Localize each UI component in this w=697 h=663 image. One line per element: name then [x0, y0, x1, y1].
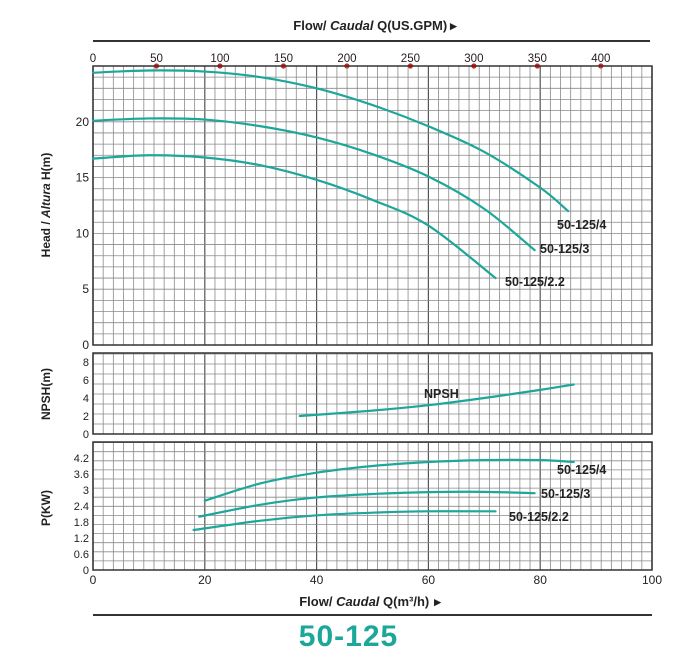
bottom-axis-title: Flow/ Caudal Q(m³/h) ▸	[299, 594, 442, 609]
head-grid	[92, 65, 653, 346]
top-tick-label: 200	[337, 53, 356, 65]
bottom-tick-label: 100	[642, 573, 662, 587]
y-tick-label: 2	[83, 411, 89, 423]
y-tick-label: 3	[83, 485, 89, 497]
head-y-axis-label: Head / Altura H(m)	[39, 153, 53, 258]
y-tick-label: 15	[76, 171, 90, 185]
top-tick-label: 400	[591, 53, 610, 65]
top-axis-arrow: ▸	[449, 18, 458, 33]
y-tick-label: 0.6	[74, 549, 89, 561]
series-line-50-125/3	[91, 117, 536, 252]
bottom-tick-label: 60	[422, 573, 436, 587]
y-tick-label: 2.4	[74, 501, 89, 513]
y-tick-label: 0	[83, 565, 89, 577]
y-tick-label: 0	[82, 338, 89, 352]
series-label-50-125/4: 50-125/4	[557, 218, 606, 232]
npsh-panel: 0 2 4 6 8 NPSH(m) NPSH	[39, 352, 653, 441]
y-tick-label: 5	[82, 282, 89, 296]
top-axis-label-italic: Caudal	[330, 18, 374, 33]
bottom-tick-label: 40	[310, 573, 324, 587]
top-axis-title: Flow/ Caudal Q(US.GPM) ▸	[293, 18, 458, 33]
series-line-NPSH	[298, 383, 575, 418]
y-tick-label: 1.8	[74, 517, 89, 529]
power-panel: 0 0.6 1.2 1.8 2.4 3 3.6 4.2 P(KW) 50-125/4 50-125/…	[39, 441, 653, 577]
npsh-frame	[92, 352, 653, 435]
bottom-tick-label: 20	[198, 573, 212, 587]
bottom-axis-label-suffix: Q(m³/h)	[379, 594, 429, 609]
top-axis-label-suffix: Q(US.GPM)	[373, 18, 447, 33]
top-axis-label-prefix: Flow/	[293, 18, 330, 33]
top-tick-label: 50	[150, 53, 163, 65]
series-label-50-125/3: 50-125/3	[540, 242, 589, 256]
y-tick-label: 3.6	[74, 469, 89, 481]
bottom-axis-label-italic: Caudal	[336, 594, 380, 609]
series-label-NPSH: NPSH	[424, 387, 459, 401]
series-label-50-125/3: 50-125/3	[541, 487, 590, 501]
series-label-50-125/4: 50-125/4	[557, 463, 606, 477]
top-tick-label: 250	[401, 53, 420, 65]
y-tick-label: 6	[83, 375, 89, 387]
y-tick-label: 4	[83, 393, 89, 405]
head-panel: 0 5 10 15 20 Head / Altura H(m) 50-125/4 50-125…	[39, 65, 653, 352]
series-label-50-125/2.2: 50-125/2.2	[505, 275, 565, 289]
y-tick-label: 10	[76, 226, 90, 240]
bottom-tick-label: 80	[534, 573, 548, 587]
power-frame	[92, 441, 653, 571]
y-tick-label: 0	[83, 429, 89, 441]
npsh-grid	[92, 353, 653, 435]
model-title: 50-125	[298, 620, 399, 653]
top-tick-label: 0	[90, 53, 96, 65]
y-tick-label: 4.2	[74, 453, 89, 465]
series-line-50-125/4	[203, 458, 575, 502]
series-line-50-125/4	[91, 69, 570, 213]
series-label-50-125/2.2: 50-125/2.2	[509, 510, 569, 524]
series-line-50-125/3	[198, 490, 536, 518]
y-tick-label: 8	[83, 357, 89, 369]
bottom-axis-ticks: 0 20 40 60 80 100	[90, 573, 663, 587]
bottom-axis-arrow: ▸	[433, 594, 442, 609]
npsh-y-axis-label: NPSH(m)	[39, 368, 53, 420]
top-tick-label: 300	[464, 53, 483, 65]
top-tick-label: 150	[274, 53, 293, 65]
y-tick-label: 20	[76, 115, 90, 129]
bottom-axis-label-prefix: Flow/	[299, 594, 336, 609]
top-tick-label: 100	[210, 53, 229, 65]
series-line-50-125/2.2	[192, 510, 497, 532]
head-frame	[92, 65, 653, 346]
series-line-50-125/2.2	[91, 154, 497, 280]
bottom-tick-label: 0	[90, 573, 97, 587]
top-tick-label: 350	[528, 53, 547, 65]
top-axis-ticks: 0 50 100 150 200 250 300 350 400	[90, 53, 610, 69]
y-tick-label: 1.2	[74, 533, 89, 545]
power-y-axis-label: P(KW)	[39, 490, 53, 526]
